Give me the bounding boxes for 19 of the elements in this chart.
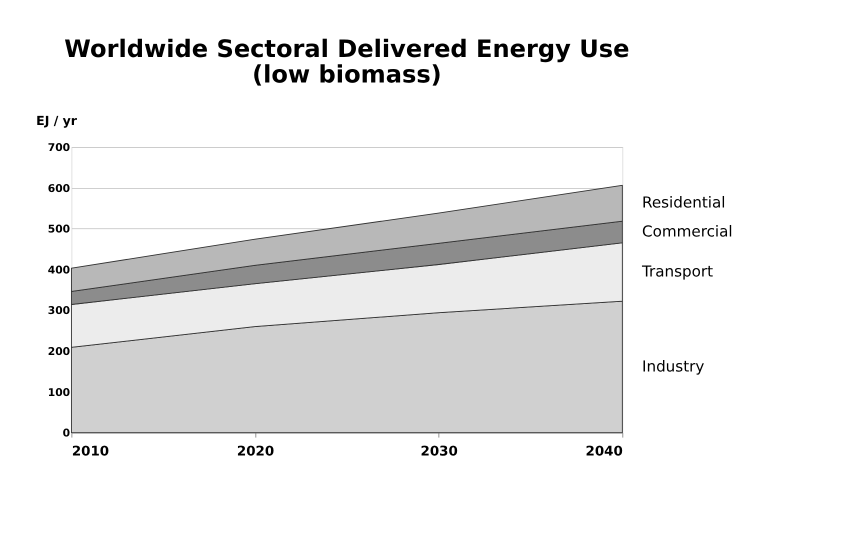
y-tick-label: 400 (48, 263, 70, 276)
series-label: Industry (642, 357, 704, 376)
x-tick-label: 2040 (586, 444, 623, 460)
y-tick-label: 500 (48, 222, 70, 236)
y-tick-label: 100 (48, 386, 70, 399)
y-tick-label: 200 (48, 345, 70, 358)
y-tick-label: 300 (48, 304, 70, 318)
y-tick-label: 0 (62, 426, 70, 440)
y-axis-title: EJ / yr (36, 113, 78, 128)
series-label: Commercial (642, 222, 733, 241)
y-tick-label: 700 (48, 140, 70, 154)
series-label: Transport (640, 262, 714, 281)
x-tick-label: 2030 (420, 444, 458, 460)
series-label: Residential (642, 194, 726, 212)
text: (low biomass) (252, 60, 442, 89)
x-tick-label: 2010 (72, 444, 110, 460)
x-tick-label: 2020 (236, 444, 274, 460)
y-tick-label: 600 (48, 182, 70, 195)
text: Worldwide Sectoral Delivered Energy Use (64, 34, 630, 63)
